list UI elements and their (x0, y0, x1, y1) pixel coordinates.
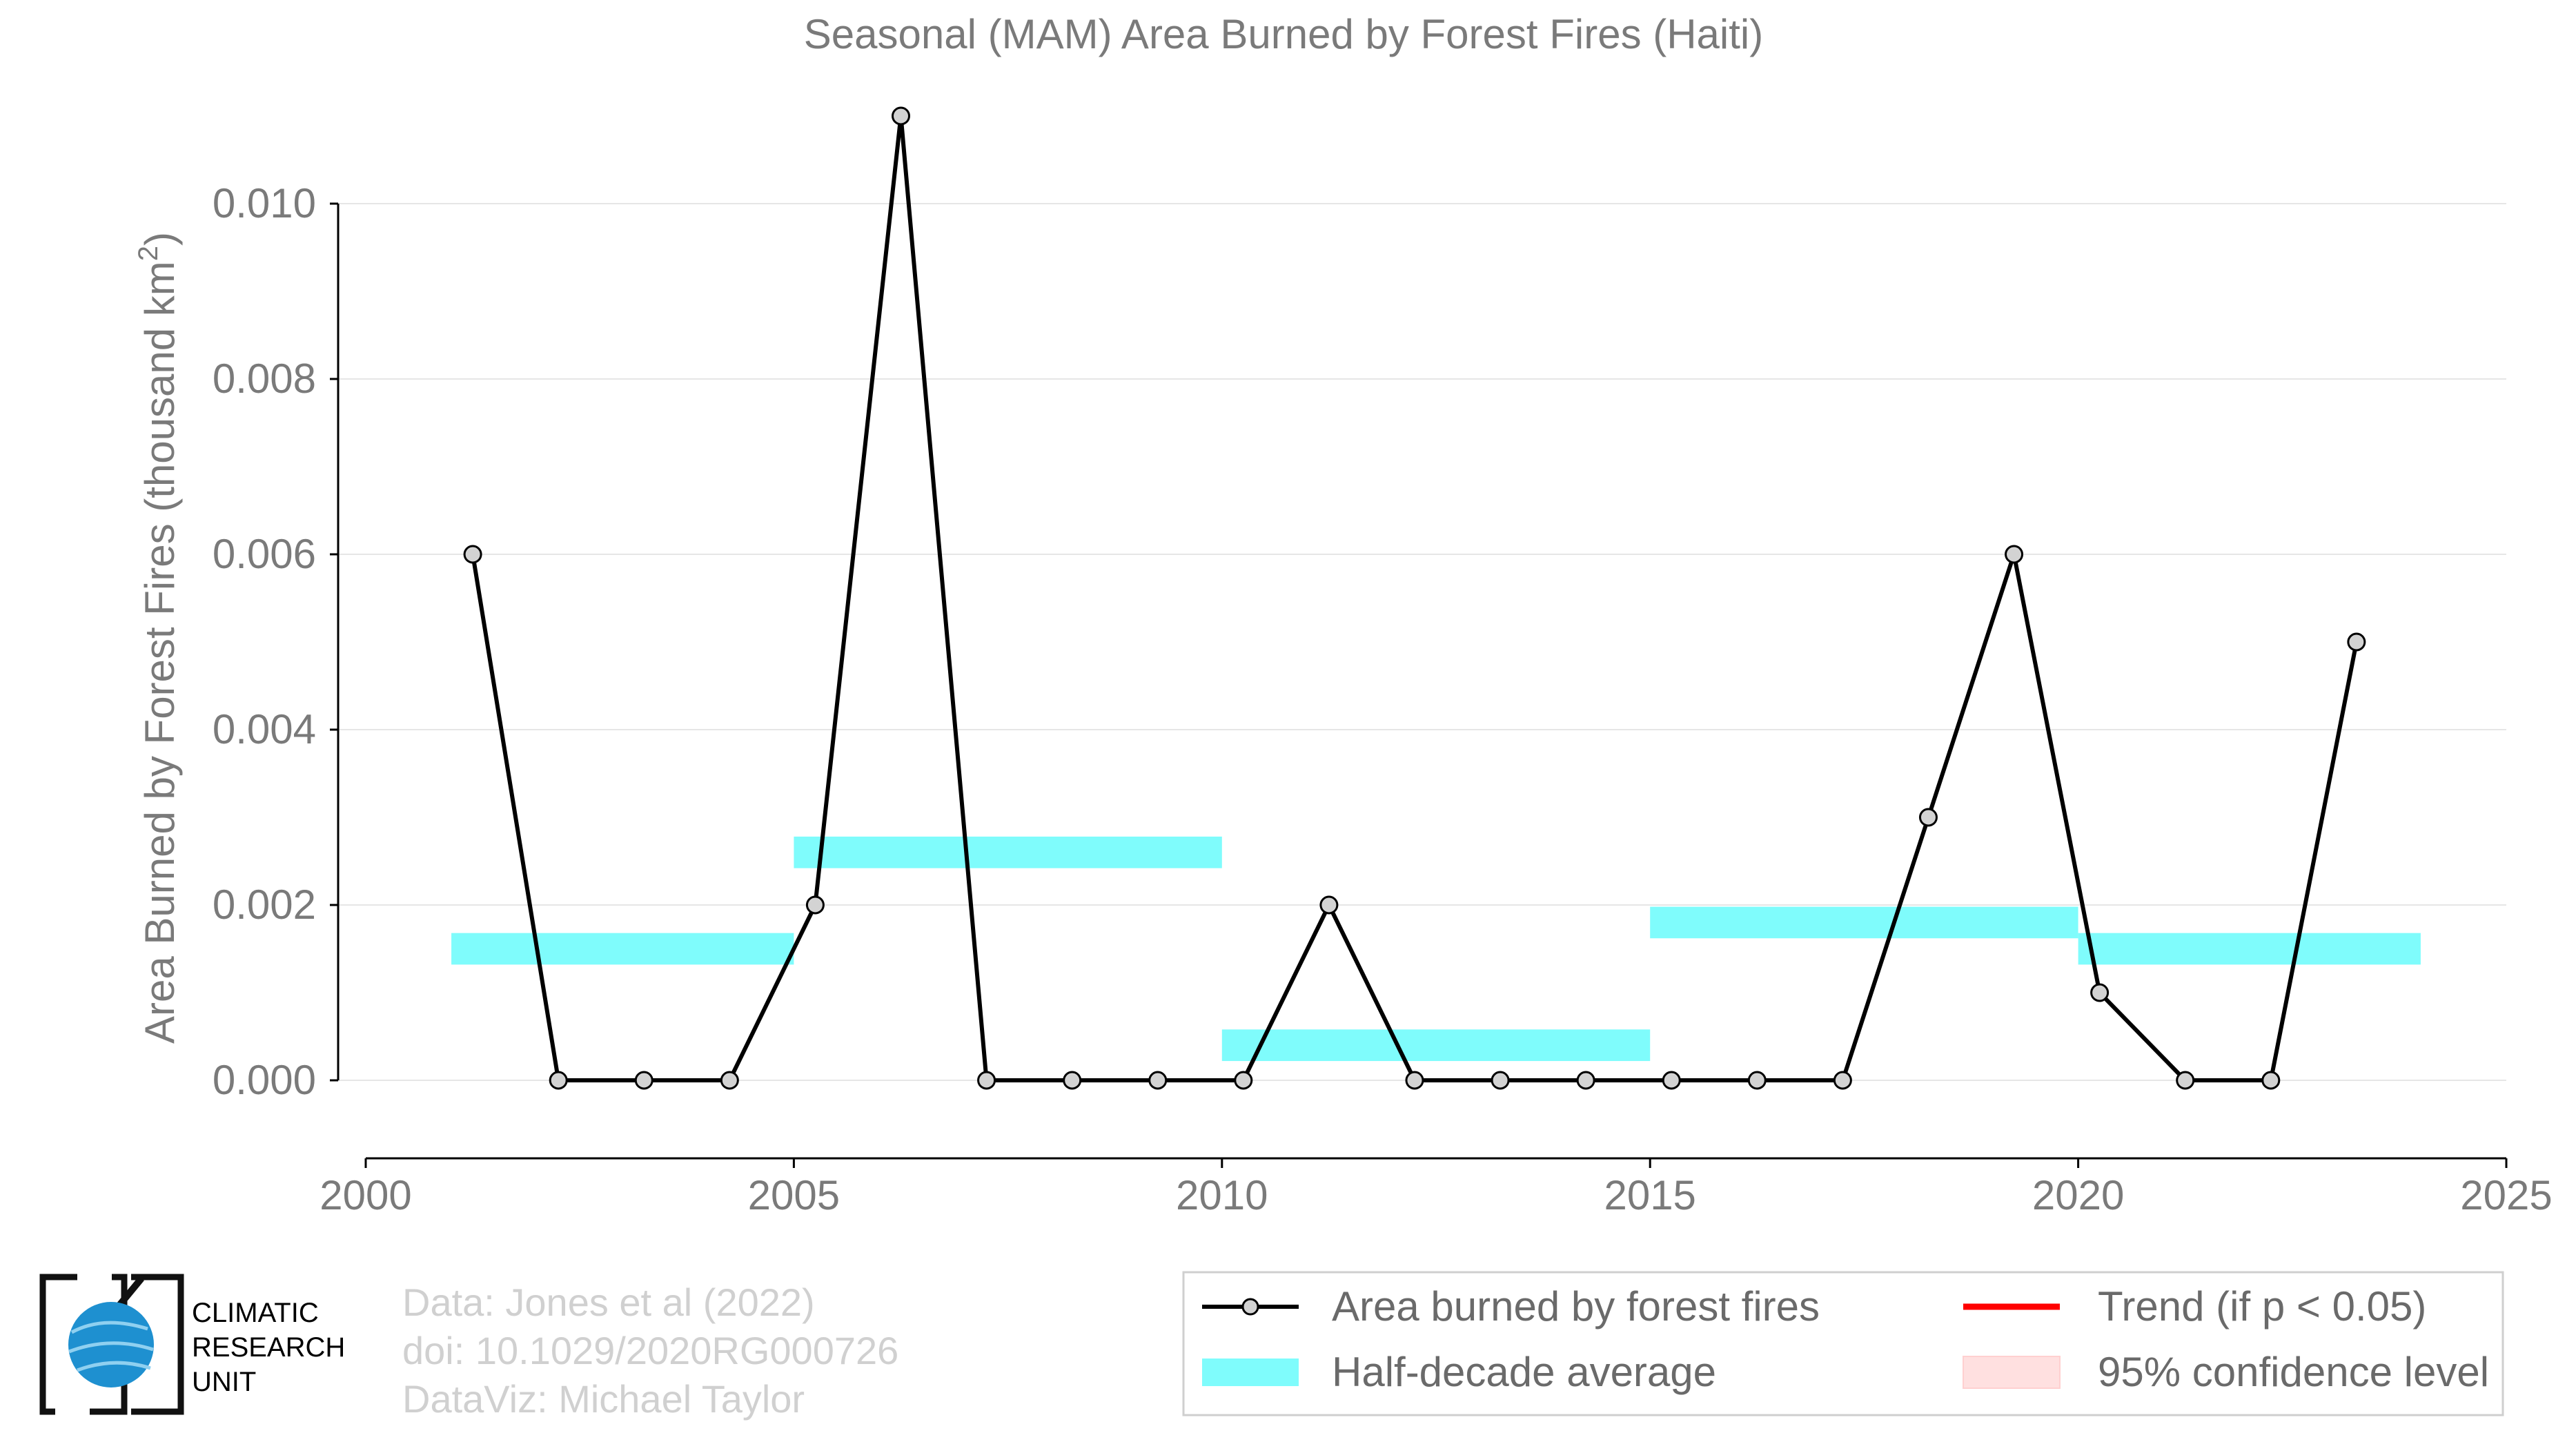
data-point (634, 1071, 653, 1090)
legend-label-trend: Trend (if p < 0.05) (2098, 1283, 2426, 1330)
data-point (1747, 1071, 1767, 1090)
logo-text-line-1: CLIMATIC (192, 1298, 319, 1328)
data-point (549, 1071, 568, 1090)
legend-label-confidence: 95% confidence level (2098, 1349, 2489, 1395)
y-tick-label: 0.002 (213, 882, 316, 928)
half-decade-average-bar (1221, 1029, 1651, 1062)
logo-slash (116, 1276, 144, 1309)
legend-swatch-half-decade (1202, 1359, 1299, 1386)
logo-text-line-2: RESEARCH (192, 1332, 345, 1363)
y-axis-label-main: Area Burned by Forest Fires (thousand km (137, 261, 183, 1044)
x-tick-labels: 2000 2005 2010 2015 2020 2025 (319, 1158, 2553, 1218)
y-tick-labels: 0.000 0.002 0.004 0.006 0.008 0.010 (213, 180, 338, 1103)
legend-frame (1182, 1271, 2504, 1416)
y-tick-label: 0.006 (213, 531, 316, 577)
data-point (2005, 545, 2024, 564)
logo-text-line-3: UNIT (192, 1367, 256, 1397)
data-point (2176, 1071, 2195, 1090)
x-tick-label: 2025 (2460, 1172, 2552, 1218)
data-point (1662, 1071, 1681, 1090)
y-axis-label-end: ) (137, 232, 183, 246)
data-point (1491, 1071, 1510, 1090)
data-point (1576, 1071, 1595, 1090)
credit-data-source: Data: Jones et al (2022) (402, 1280, 815, 1324)
data-point (1319, 895, 1339, 915)
data-point (805, 895, 825, 915)
series-points (463, 106, 2366, 1090)
y-axis-label: Area Burned by Forest Fires (thousand km… (133, 232, 183, 1044)
x-tick-label: 2010 (1176, 1172, 1268, 1218)
half-decade-average-bars (451, 836, 2421, 1062)
legend-marker-series-icon (1241, 1298, 1259, 1316)
y-axis-label-superscript: 2 (133, 246, 164, 261)
x-tick-label: 2000 (319, 1172, 411, 1218)
cru-logo: CLIMATIC RESEARCH UNIT (39, 1274, 345, 1415)
credit-dataviz: DataViz: Michael Taylor (402, 1377, 805, 1421)
data-point (1148, 1071, 1168, 1090)
data-point (1405, 1071, 1424, 1090)
chart-title: Seasonal (MAM) Area Burned by Forest Fir… (804, 11, 1763, 57)
data-point (720, 1071, 739, 1090)
y-tick-label: 0.004 (213, 706, 316, 752)
half-decade-average-bar (1650, 906, 2078, 939)
logo-bracket-top (131, 1274, 184, 1415)
grid-lines (338, 203, 2506, 1081)
data-point (463, 545, 482, 564)
x-tick-label: 2020 (2032, 1172, 2124, 1218)
half-decade-average-bar (2078, 933, 2421, 965)
legend-label-half-decade: Half-decade average (1332, 1349, 1716, 1395)
x-tick-label: 2005 (748, 1172, 840, 1218)
data-point (2090, 983, 2110, 1002)
data-point (1918, 808, 1938, 827)
data-point (2261, 1071, 2281, 1090)
data-point (977, 1071, 996, 1090)
y-tick-label: 0.008 (213, 356, 316, 402)
globe-swirl-icon (68, 1321, 154, 1372)
data-point (892, 106, 910, 126)
x-tick-label: 2015 (1604, 1172, 1695, 1218)
data-point (1063, 1071, 1082, 1090)
legend-label-series: Area burned by forest fires (1332, 1283, 1820, 1330)
credit-doi: doi: 10.1029/2020RG000726 (402, 1329, 898, 1372)
y-tick-label: 0.000 (213, 1057, 316, 1103)
data-point (1833, 1071, 1852, 1090)
half-decade-average-bar (451, 933, 794, 965)
data-point (1234, 1071, 1253, 1090)
legend-swatch-confidence (1963, 1356, 2061, 1389)
y-tick-label: 0.010 (213, 180, 316, 226)
half-decade-average-bar (794, 836, 1222, 868)
data-point (2347, 632, 2366, 652)
legend: Area burned by forest fires Half-decade … (1182, 1271, 2504, 1416)
